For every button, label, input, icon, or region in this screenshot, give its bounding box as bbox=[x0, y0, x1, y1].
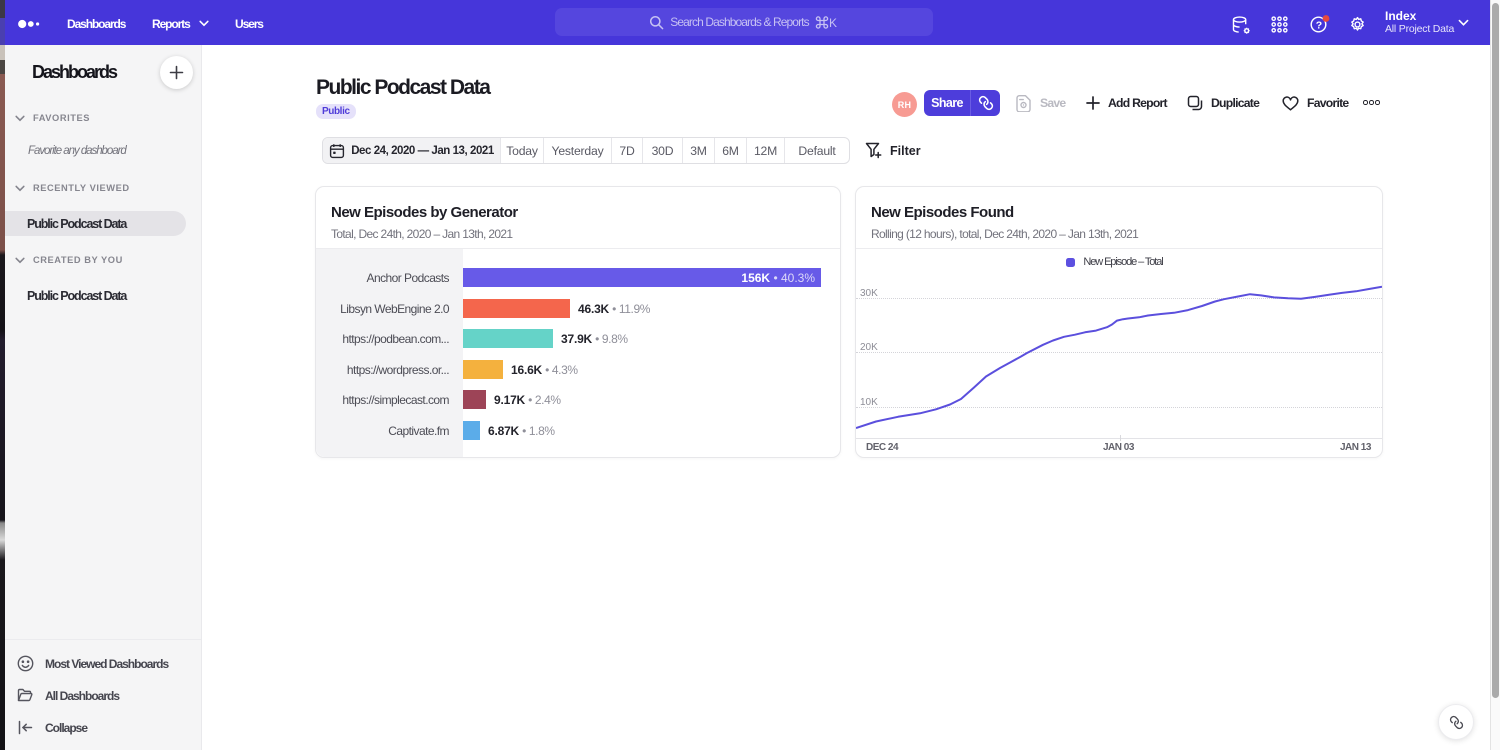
svg-text:?: ? bbox=[1316, 19, 1322, 31]
svg-text:K: K bbox=[829, 16, 837, 29]
